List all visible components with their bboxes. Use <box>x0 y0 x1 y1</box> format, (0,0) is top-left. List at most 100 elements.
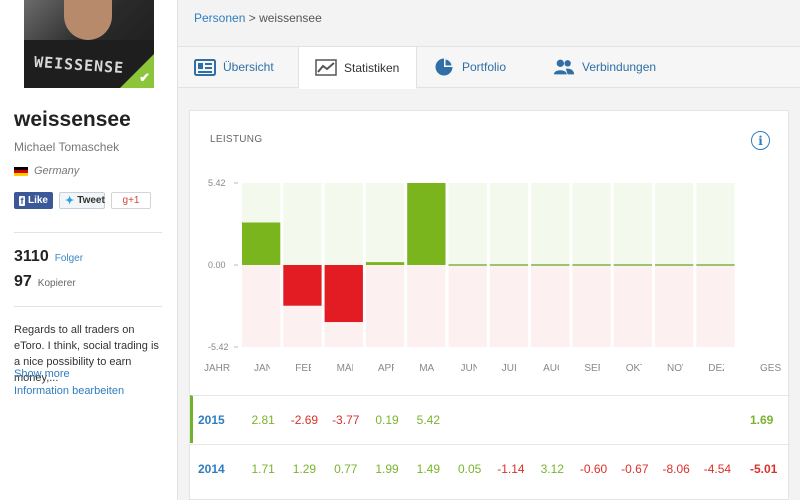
show-more-link[interactable]: Show more <box>14 368 70 380</box>
followers-stat[interactable]: 3110 Folger <box>14 248 83 266</box>
bar-aug[interactable] <box>531 264 570 266</box>
bar-background-positive <box>283 183 322 265</box>
x-label-month: OKT <box>625 363 642 374</box>
tab-overview-label: Übersicht <box>223 60 274 74</box>
month-value: -4.54 <box>703 462 732 476</box>
month-value: -3.77 <box>332 413 360 427</box>
tab-portfolio[interactable]: Portfolio <box>417 46 537 88</box>
month-value: -8.06 <box>662 462 690 476</box>
month-value: 1.49 <box>416 462 441 476</box>
copiers-count: 97 <box>14 273 32 290</box>
bar-mai[interactable] <box>407 183 446 265</box>
x-label-month: AUG <box>543 363 559 374</box>
x-label-month: NOV <box>667 363 683 374</box>
twitter-bird-icon: ✦ <box>65 195 75 207</box>
bar-background-negative <box>696 265 735 347</box>
tweet-button[interactable]: ✦ Tweet <box>59 192 105 209</box>
month-value: -1.14 <box>497 462 525 476</box>
profile-sidebar: WEISSENSE ✔ weissensee Michael Tomaschek… <box>0 0 178 500</box>
divider <box>14 232 162 233</box>
year-total: -5.01 <box>750 462 778 476</box>
checkmark-icon: ✔ <box>139 70 150 85</box>
x-label-month: JUN <box>460 363 477 374</box>
performance-chart: 5.42 0.00 -5.42 <box>208 178 735 352</box>
bar-apr[interactable] <box>365 262 405 265</box>
bar-background-positive <box>655 183 694 265</box>
info-icon[interactable]: i <box>751 131 770 150</box>
tab-statistics[interactable]: Statistiken <box>298 46 417 89</box>
bar-okt[interactable] <box>613 264 652 266</box>
month-value: 5.42 <box>416 413 441 427</box>
x-label-month: FEE <box>295 363 311 374</box>
month-value: 1.71 <box>251 462 275 476</box>
profile-username: weissensee <box>14 108 131 131</box>
month-value: -0.60 <box>579 462 608 476</box>
bar-background-positive <box>572 183 611 265</box>
gplus-label: g+1 <box>122 195 140 206</box>
breadcrumb: Personen > weissensee <box>194 11 322 25</box>
month-value: 2.81 <box>251 413 275 427</box>
x-label-year: JAHR <box>204 363 231 374</box>
germany-flag-icon <box>14 166 28 176</box>
bar-mär[interactable] <box>324 265 363 323</box>
performance-card: LEISTUNG i 5.42 0.00 -5.42 JAHR JAN FEE MÄF AP… <box>189 110 790 500</box>
tweet-label: Tweet <box>77 195 105 206</box>
profile-country: Germany <box>14 165 79 177</box>
bar-background-positive <box>365 183 405 265</box>
bar-nov[interactable] <box>655 264 694 266</box>
facebook-like-button[interactable]: f Like <box>14 192 53 209</box>
bar-background-negative <box>572 265 611 347</box>
copiers-stat: 97 Kopierer <box>14 273 76 291</box>
x-label-total: GES <box>760 363 782 374</box>
year-row-2014[interactable]: 2014 1.71 1.29 0.77 1.99 1.49 0.05 -1.14 3.12 -0.… <box>190 444 790 492</box>
month-value: 1.29 <box>292 462 317 476</box>
profile-bio: Regards to all traders on eToro. I think… <box>14 324 159 384</box>
y-tick-label: -5.42 <box>208 342 229 352</box>
followers-count: 3110 <box>14 248 49 265</box>
verified-badge <box>120 54 154 88</box>
like-label: Like <box>27 195 48 206</box>
profile-realname: Michael Tomaschek <box>14 140 120 154</box>
bar-feb[interactable] <box>283 265 322 306</box>
bar-background-negative <box>407 265 446 347</box>
breadcrumb-current: weissensee <box>259 11 322 25</box>
social-buttons: f Like ✦ Tweet g+1 <box>14 192 151 209</box>
bar-dez[interactable] <box>696 264 735 266</box>
month-value: 1.99 <box>375 462 399 476</box>
tab-overview[interactable]: Übersicht <box>178 46 298 88</box>
bar-background-positive <box>324 183 363 265</box>
bar-background-positive <box>531 183 570 265</box>
year-label: 2014 <box>198 462 225 476</box>
bar-jan[interactable] <box>242 222 281 265</box>
bar-background-negative <box>365 265 405 347</box>
avatar[interactable]: WEISSENSE ✔ <box>24 0 154 88</box>
edit-info-link[interactable]: Information bearbeiten <box>14 385 125 397</box>
card-title: LEISTUNG <box>210 134 263 145</box>
bar-background-negative <box>448 265 487 347</box>
avatar-face <box>64 0 112 40</box>
tab-statistics-label: Statistiken <box>344 60 400 75</box>
bar-background-negative <box>613 265 652 347</box>
facebook-icon: f <box>19 195 25 206</box>
bar-background-positive <box>489 183 529 265</box>
bar-sep[interactable] <box>572 264 611 266</box>
breadcrumb-separator: > <box>248 11 256 25</box>
profile-tabs: Übersicht Statistiken Portfolio Verbindu… <box>178 46 800 89</box>
x-label-month: JUI <box>501 363 517 374</box>
y-tick-label: 5.42 <box>208 178 226 188</box>
breadcrumb-parent-link[interactable]: Personen <box>194 11 246 25</box>
tab-connections[interactable]: Verbindungen <box>537 46 687 88</box>
bar-background-positive <box>696 183 735 265</box>
bar-jun[interactable] <box>448 264 487 266</box>
x-label-month: MA <box>419 363 435 374</box>
y-tick-label: 0.00 <box>208 260 226 270</box>
google-plus-button[interactable]: g+1 <box>111 192 151 209</box>
bar-jul[interactable] <box>489 264 529 266</box>
followers-link[interactable]: Folger <box>54 253 84 264</box>
month-value: 3.12 <box>540 462 564 476</box>
year-label: 2015 <box>198 413 225 427</box>
month-value: 0.19 <box>375 413 399 427</box>
users-icon <box>553 58 575 76</box>
x-label-month: MÄF <box>336 363 353 374</box>
year-row-2015[interactable]: 2015 2.81 -2.69 -3.77 0.19 5.42 1.69 <box>190 395 790 443</box>
